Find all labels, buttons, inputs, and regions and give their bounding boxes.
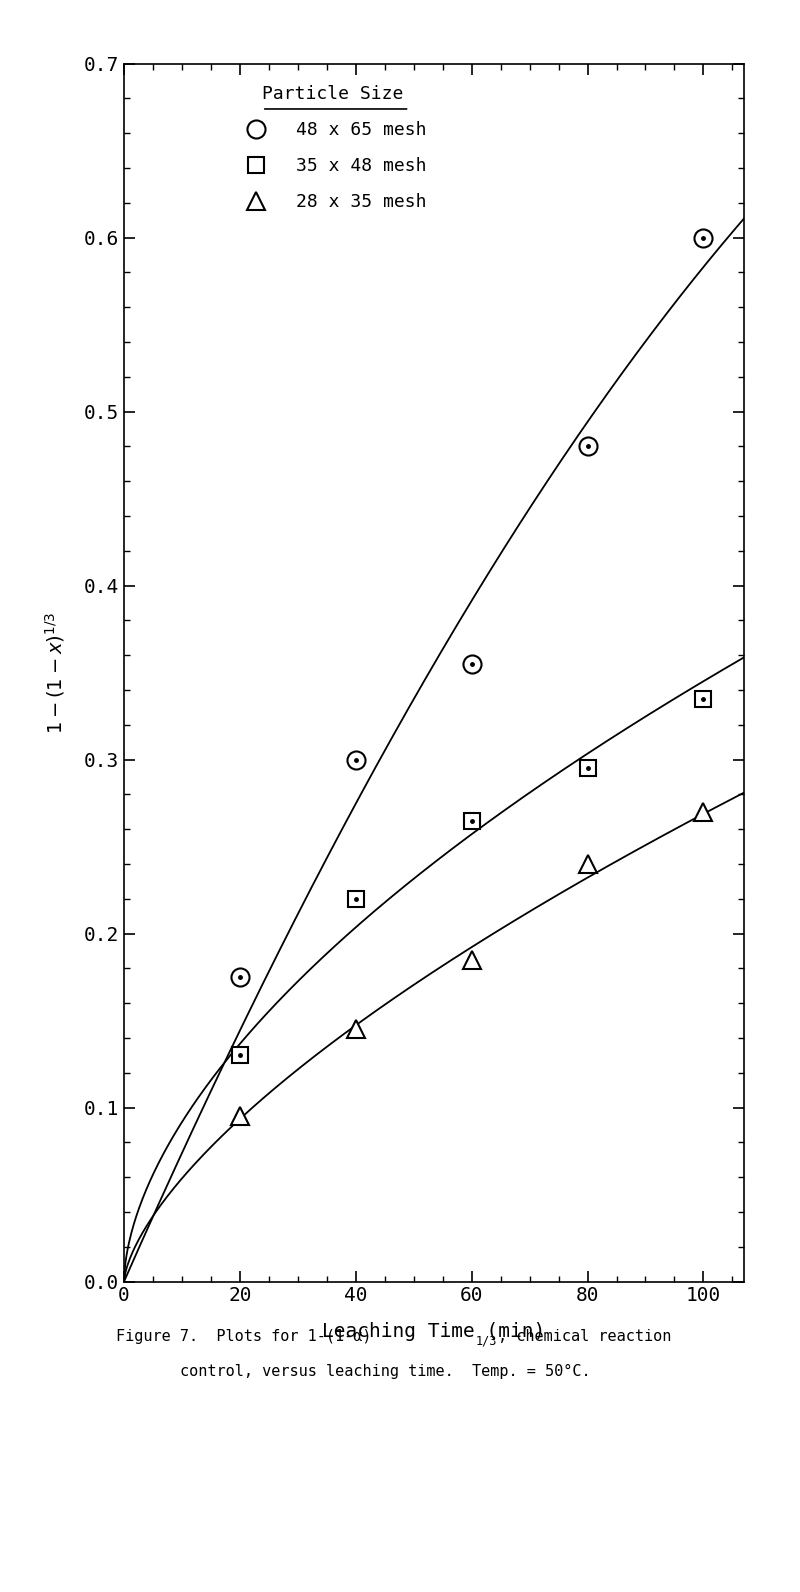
Text: Figure 7.  Plots for 1-(1-α): Figure 7. Plots for 1-(1-α) — [116, 1329, 371, 1344]
Text: 1/3: 1/3 — [476, 1334, 498, 1347]
Text: , chemical reaction: , chemical reaction — [498, 1329, 672, 1344]
Text: control, versus leaching time.  Temp. = 50°C.: control, versus leaching time. Temp. = 5… — [180, 1364, 590, 1379]
X-axis label: Leaching Time (min): Leaching Time (min) — [322, 1321, 546, 1340]
Legend: 48 x 65 mesh, 35 x 48 mesh, 28 x 35 mesh: 48 x 65 mesh, 35 x 48 mesh, 28 x 35 mesh — [238, 84, 426, 212]
Y-axis label: $1 - (1 - x)^{1/3}$: $1 - (1 - x)^{1/3}$ — [43, 611, 67, 734]
